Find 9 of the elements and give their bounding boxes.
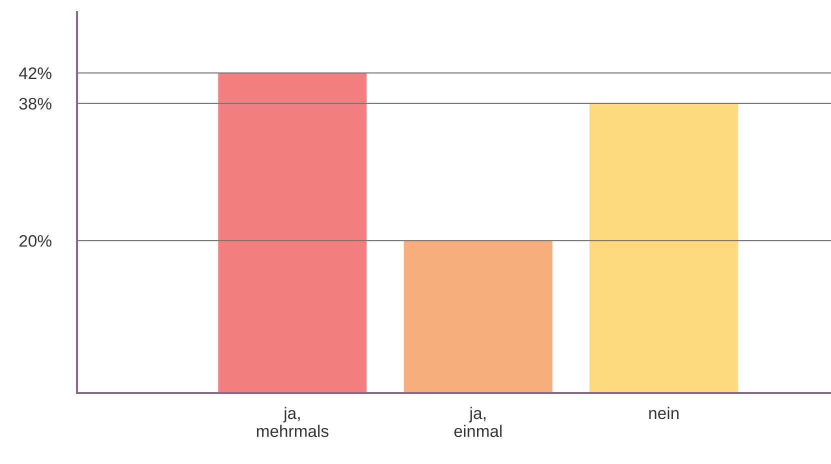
bar xyxy=(590,103,738,393)
bar xyxy=(404,240,552,393)
bar xyxy=(218,72,367,393)
y-tick-label: 20% xyxy=(19,235,52,247)
y-tick-label: 42% xyxy=(19,67,52,80)
x-tick-label: nein xyxy=(649,406,679,420)
y-tick-label: 38% xyxy=(19,98,52,110)
x-tick-label: ja, mehrmals xyxy=(256,406,328,438)
x-tick-label: ja, einmal xyxy=(454,406,502,438)
